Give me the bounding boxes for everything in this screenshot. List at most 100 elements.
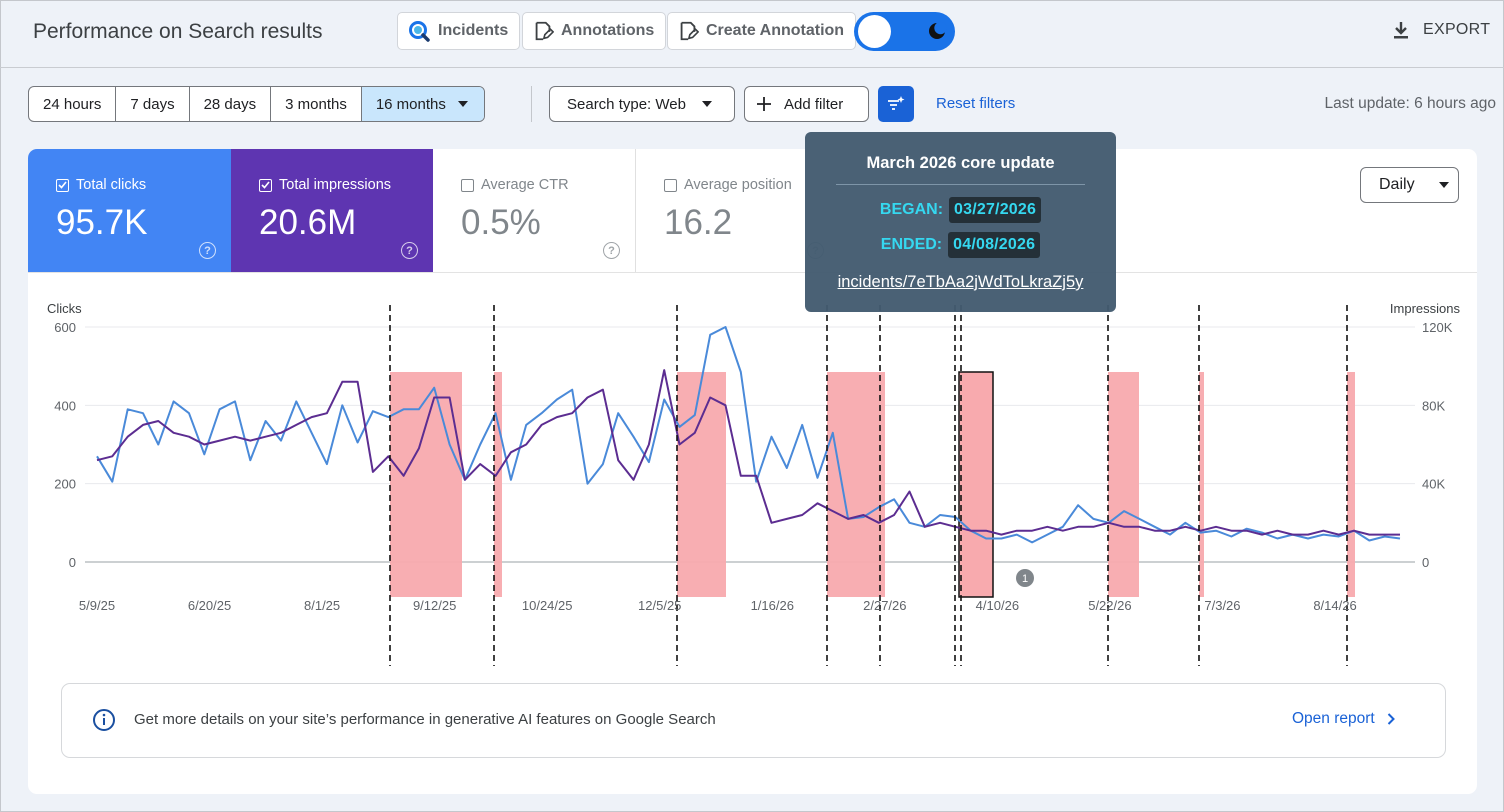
dropdown-arrow-icon bbox=[1438, 182, 1449, 188]
incident-band bbox=[494, 372, 502, 597]
metric-total-clicks[interactable]: Total clicks 95.7K ? bbox=[28, 149, 231, 273]
open-report-label: Open report bbox=[1292, 710, 1375, 727]
filter-separator bbox=[531, 86, 532, 122]
incident-band bbox=[677, 372, 726, 597]
open-report-link[interactable]: Open report bbox=[1292, 710, 1395, 728]
moon-icon bbox=[929, 21, 947, 39]
x-tick-label: 12/5/25 bbox=[638, 598, 681, 613]
help-icon[interactable]: ? bbox=[603, 242, 620, 259]
x-tick-label: 8/14/26 bbox=[1313, 598, 1356, 613]
ended-label: ENDED: bbox=[880, 236, 943, 253]
y-left-tick-label: 200 bbox=[54, 477, 76, 492]
search-type-label: Search type: Web bbox=[567, 95, 686, 113]
add-filter-button[interactable]: Add filter bbox=[744, 86, 869, 122]
banner-text: Get more details on your site’s performa… bbox=[134, 711, 716, 728]
x-tick-label: 5/9/25 bbox=[79, 598, 115, 613]
x-tick-label: 7/3/26 bbox=[1204, 598, 1240, 613]
metric-label: Total clicks bbox=[76, 177, 147, 193]
create-annotation-button[interactable]: Create Annotation bbox=[667, 12, 857, 50]
incident-link[interactable]: incidents/7eTbAa2jWdToLkraZj5y bbox=[837, 273, 1084, 291]
incident-band bbox=[827, 372, 885, 597]
metric-value: 20.6M bbox=[259, 203, 357, 242]
add-filter-label: Add filter bbox=[784, 95, 844, 113]
create-annotation-icon bbox=[680, 21, 699, 41]
x-tick-label: 1/16/26 bbox=[751, 598, 794, 613]
right-axis-label: Impressions bbox=[1390, 301, 1461, 316]
tooltip-ended-row: ENDED: 04/08/2026 bbox=[805, 232, 1116, 258]
incident-marker bbox=[1016, 569, 1034, 587]
left-axis-label: Clicks bbox=[47, 301, 82, 316]
metric-average-ctr[interactable]: Average CTR 0.5% ? bbox=[433, 149, 636, 273]
page-title: Performance on Search results bbox=[33, 20, 323, 43]
metrics-divider bbox=[28, 272, 1477, 273]
clicks-checkbox[interactable] bbox=[56, 178, 69, 192]
y-right-tick-label: 0 bbox=[1422, 555, 1429, 570]
date-range-selector: 24 hours 7 days 28 days 3 months 16 mont… bbox=[28, 86, 485, 122]
range-3-months[interactable]: 3 months bbox=[270, 87, 361, 121]
range-7-days[interactable]: 7 days bbox=[115, 87, 188, 121]
y-right-tick-label: 120K bbox=[1422, 320, 1453, 335]
incident-band bbox=[1108, 372, 1139, 597]
annotation-icon bbox=[535, 21, 554, 41]
x-tick-label: 2/27/26 bbox=[863, 598, 906, 613]
metric-total-impressions[interactable]: Total impressions 20.6M ? bbox=[231, 149, 433, 273]
reset-filters-link[interactable]: Reset filters bbox=[936, 95, 1016, 112]
range-28-days[interactable]: 28 days bbox=[188, 87, 271, 121]
header-divider bbox=[0, 67, 1504, 68]
dropdown-arrow-icon bbox=[457, 101, 468, 107]
performance-chart: Clicks Impressions 0 200 400 600 0 40K 80K 120K 5/… bbox=[47, 301, 1461, 666]
granularity-dropdown[interactable]: Daily bbox=[1360, 167, 1459, 203]
help-icon[interactable]: ? bbox=[401, 242, 418, 259]
impressions-series-line bbox=[96, 369, 1400, 536]
plus-icon bbox=[757, 97, 771, 111]
metric-value: 16.2 bbox=[664, 203, 733, 242]
range-16-months-label: 16 months bbox=[375, 95, 446, 113]
ctr-checkbox[interactable] bbox=[461, 178, 474, 192]
ai-features-banner: Get more details on your site’s performa… bbox=[61, 683, 1446, 758]
began-date: 03/27/2026 bbox=[949, 197, 1042, 223]
incidents-button[interactable]: Incidents bbox=[397, 12, 521, 50]
create-annotation-label: Create Annotation bbox=[706, 22, 845, 39]
tooltip-divider bbox=[836, 184, 1085, 185]
incident-tooltip: March 2026 core update BEGAN: 03/27/2026… bbox=[805, 132, 1116, 312]
x-tick-label: 9/12/25 bbox=[413, 598, 456, 613]
toggle-knob bbox=[858, 15, 891, 48]
incidents-label: Incidents bbox=[438, 22, 509, 39]
help-icon[interactable]: ? bbox=[199, 242, 216, 259]
annotations-button[interactable]: Annotations bbox=[522, 12, 667, 50]
annotations-label: Annotations bbox=[561, 22, 655, 39]
impressions-checkbox[interactable] bbox=[259, 178, 272, 192]
tooltip-title: March 2026 core update bbox=[866, 154, 1055, 172]
granularity-label: Daily bbox=[1379, 176, 1415, 193]
metric-label: Average CTR bbox=[481, 177, 569, 193]
clicks-series-line bbox=[96, 326, 1401, 544]
incident-band bbox=[1199, 372, 1204, 597]
x-tick-label: 8/1/25 bbox=[304, 598, 340, 613]
y-right-tick-label: 80K bbox=[1422, 398, 1445, 413]
y-left-tick-label: 0 bbox=[69, 555, 76, 570]
selected-incident-band bbox=[958, 371, 994, 598]
last-update-text: Last update: 6 hours ago bbox=[1324, 95, 1497, 112]
export-label: EXPORT bbox=[1423, 21, 1491, 38]
search-type-dropdown[interactable]: Search type: Web bbox=[549, 86, 735, 122]
metric-value: 0.5% bbox=[461, 203, 541, 242]
export-button[interactable]: EXPORT bbox=[1391, 20, 1490, 40]
info-icon bbox=[93, 709, 115, 731]
y-left-tick-label: 400 bbox=[54, 398, 76, 413]
x-tick-label: 5/22/26 bbox=[1088, 598, 1131, 613]
chevron-right-icon bbox=[1387, 713, 1395, 725]
tooltip-began-row: BEGAN: 03/27/2026 bbox=[805, 197, 1116, 223]
dark-mode-toggle[interactable] bbox=[854, 12, 955, 51]
y-right-tick-label: 40K bbox=[1422, 477, 1445, 492]
metric-average-position[interactable]: Average position 16.2 ? bbox=[636, 149, 839, 273]
filter-sparkle-icon bbox=[888, 96, 905, 110]
x-tick-label: 4/10/26 bbox=[976, 598, 1019, 613]
position-checkbox[interactable] bbox=[664, 178, 677, 192]
began-label: BEGAN: bbox=[879, 201, 944, 218]
x-tick-label: 6/20/25 bbox=[188, 598, 231, 613]
download-icon bbox=[1394, 22, 1408, 39]
filter-settings-button[interactable] bbox=[878, 86, 914, 122]
metric-label: Total impressions bbox=[279, 177, 392, 193]
range-16-months[interactable]: 16 months bbox=[360, 87, 484, 121]
range-24-hours[interactable]: 24 hours bbox=[43, 95, 102, 113]
